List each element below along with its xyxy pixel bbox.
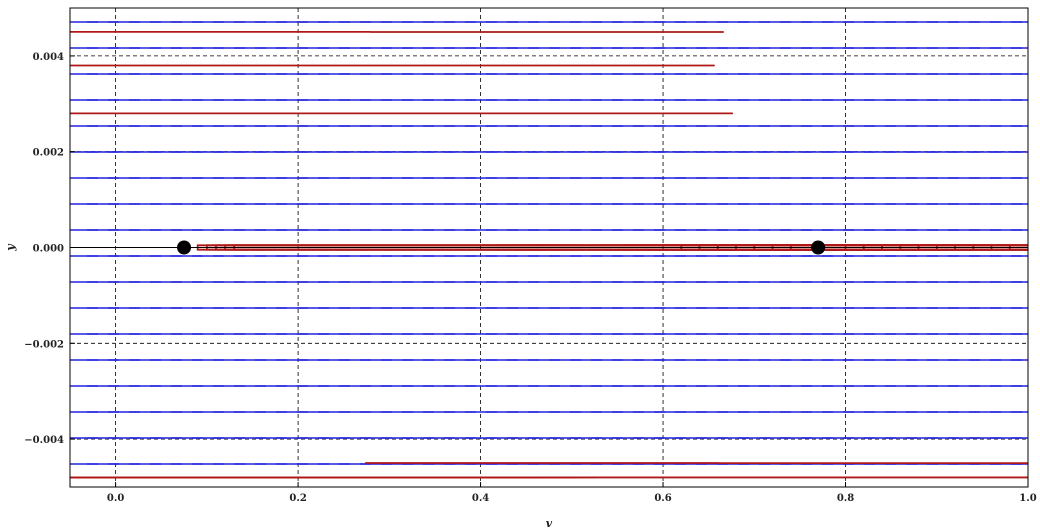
y-tick-label-2: 0.000 [33,244,64,255]
y-axis-title: y [4,243,17,252]
fixed-points [177,240,826,255]
x-tick-label-2: 0.4 [472,493,489,504]
y-tick-label-4: 0.004 [33,52,64,63]
x-axis-title: v [546,517,553,530]
y-tick-label-1: −0.002 [24,339,64,350]
trajectories [70,31,1028,479]
fixed-point-1 [811,240,826,255]
fixed-point-0 [177,240,192,255]
y-tick-label-3: 0.002 [33,148,64,159]
x-tick-label-0: 0.0 [107,493,124,504]
y-tick-label-0: −0.004 [24,435,64,446]
tick-labels: 0.0 0.2 0.4 0.6 0.8 1.0 −0.004 −0.002 0.000 0.002… [4,52,1037,530]
direction-field [70,21,1028,465]
x-tick-label-5: 1.0 [1019,493,1036,504]
axes [69,7,1029,488]
x-tick-label-3: 0.6 [654,493,671,504]
x-tick-label-1: 0.2 [289,493,306,504]
x-tick-label-4: 0.8 [837,493,854,504]
